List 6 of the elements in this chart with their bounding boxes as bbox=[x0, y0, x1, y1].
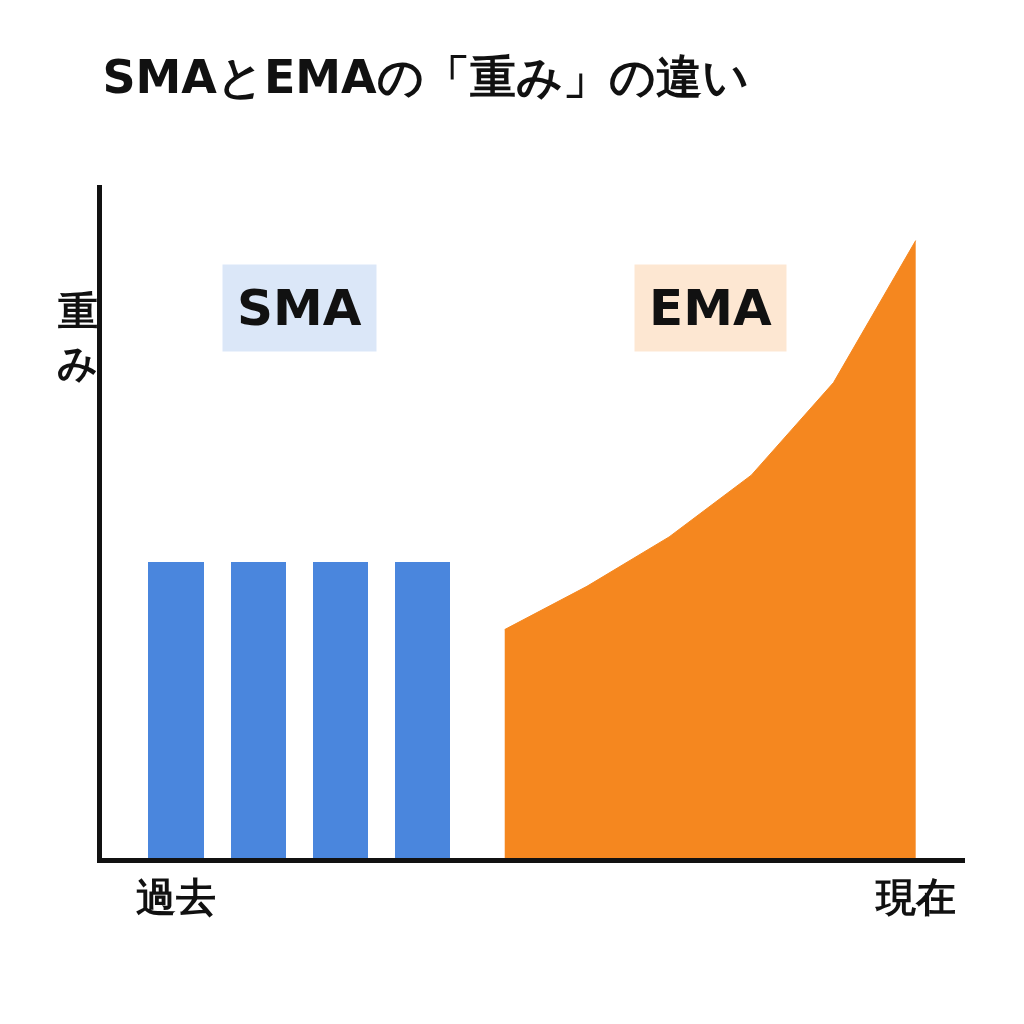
x-tick-label: 現在 bbox=[873, 874, 956, 920]
text: SMA bbox=[237, 279, 362, 337]
series-label: EMA bbox=[649, 279, 772, 337]
chart-title: SMAとEMAの「重み」の違い bbox=[102, 49, 749, 104]
x-tick-label: 過去 bbox=[135, 874, 216, 920]
y-axis-title: 重み bbox=[57, 288, 98, 386]
